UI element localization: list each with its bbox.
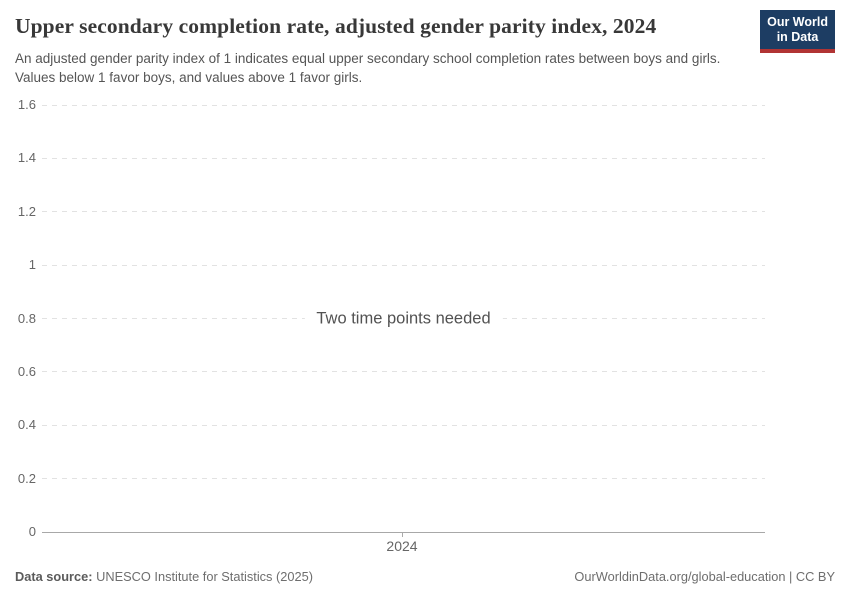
y-axis-tick-label: 0.8 xyxy=(17,310,36,326)
plot-area: 2024 Two time points needed xyxy=(42,104,765,554)
data-source-label: Data source: xyxy=(15,569,93,584)
chart-subtitle: An adjusted gender parity index of 1 ind… xyxy=(15,51,721,86)
x-axis-tick-label: 2024 xyxy=(386,538,418,554)
gridline xyxy=(42,371,765,373)
data-source-value: UNESCO Institute for Statistics (2025) xyxy=(96,569,314,584)
gridline xyxy=(42,478,765,480)
y-axis-tick-label: 1.4 xyxy=(17,150,36,166)
y-axis-tick-label: 1.6 xyxy=(17,97,36,112)
x-axis-line xyxy=(42,531,765,533)
gridline xyxy=(42,211,765,213)
y-axis-tick-label: 0.2 xyxy=(17,470,36,486)
y-axis-tick-label: 0.6 xyxy=(17,363,36,379)
data-source-note: Data source: UNESCO Institute for Statis… xyxy=(15,569,313,584)
y-axis-tick-label: 1 xyxy=(28,257,36,273)
x-axis-tick-mark xyxy=(402,532,403,537)
y-axis-tick-label: 1.2 xyxy=(17,203,36,219)
owid-url-license-link[interactable]: OurWorldinData.org/global-education | CC… xyxy=(574,569,835,584)
owid-logo-line2: in Data xyxy=(776,30,819,44)
gridline xyxy=(42,264,765,266)
chart-footer: Data source: UNESCO Institute for Statis… xyxy=(15,569,835,584)
empty-state-message: Two time points needed xyxy=(304,307,503,330)
y-axis-tick-label: 0.4 xyxy=(17,417,36,433)
chart-title: Upper secondary completion rate, adjuste… xyxy=(15,14,657,38)
owid-logo: Our World in Data xyxy=(760,10,835,53)
gridline xyxy=(42,157,765,159)
gridline xyxy=(42,104,765,106)
y-axis-tick-label: 0 xyxy=(28,524,36,539)
y-axis: 1.6 1.4 1.2 1 0.8 0.6 0.4 0.2 0 xyxy=(0,97,36,539)
gridline xyxy=(42,424,765,426)
owid-logo-line1: Our World xyxy=(767,15,828,29)
